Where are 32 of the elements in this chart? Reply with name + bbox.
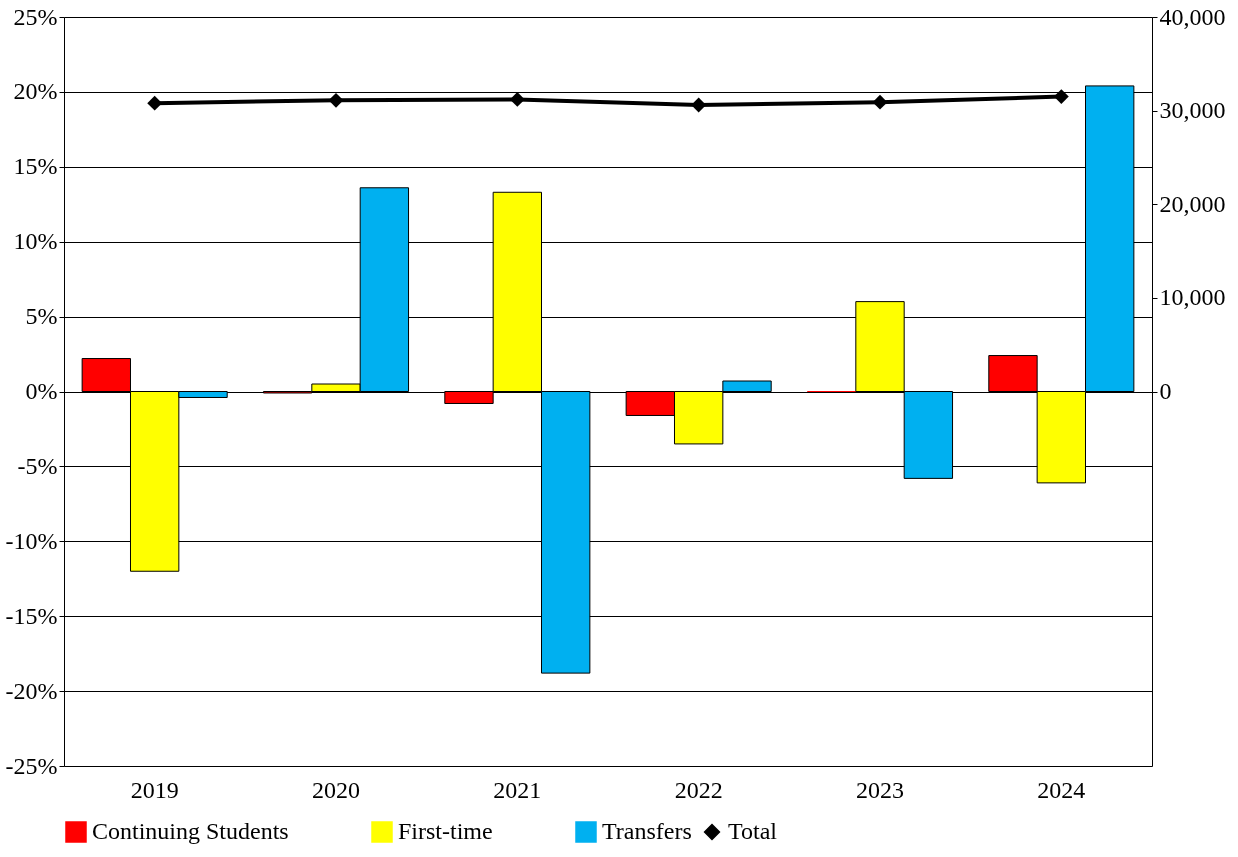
- y-tick-label: -25%: [5, 752, 58, 779]
- point: [872, 94, 888, 110]
- y2-tick-label: 0: [1159, 378, 1172, 404]
- y-tick-label: 25%: [13, 3, 58, 30]
- point: [328, 92, 344, 108]
- x-tick-label: 2024: [1037, 776, 1086, 803]
- y-tick-label: 20%: [13, 78, 58, 105]
- legend-label: Transfers: [602, 818, 692, 844]
- y2-tick-label: 20,000: [1159, 190, 1226, 217]
- y-tick-label: -20%: [5, 677, 58, 704]
- y-tick-label: -10%: [5, 527, 58, 554]
- y-tick-label: 0%: [25, 378, 58, 404]
- y2-tick-label: 40,000: [1159, 3, 1226, 30]
- point: [691, 97, 707, 113]
- x-tick-label: 2021: [493, 776, 542, 803]
- y-tick-label: -15%: [5, 602, 58, 629]
- y-tick-label: 5%: [25, 303, 58, 330]
- y-tick-label: 15%: [13, 153, 58, 180]
- x-tick-label: 2020: [312, 776, 360, 803]
- legend-label: Total: [728, 818, 778, 844]
- y-tick-label: -5%: [17, 452, 58, 479]
- x-tick-label: 2019: [130, 776, 179, 803]
- legend-label: Continuing Students: [92, 818, 289, 844]
- x-tick-label: 2023: [856, 776, 904, 803]
- point: [147, 95, 163, 111]
- y2-tick-label: 10,000: [1159, 284, 1226, 311]
- point: [509, 91, 525, 107]
- legend-label: First-time: [398, 818, 493, 844]
- x-tick-label: 2022: [674, 776, 723, 803]
- point: [1053, 89, 1069, 104]
- y-tick-label: 10%: [13, 228, 58, 255]
- y2-tick-label: 30,000: [1159, 97, 1226, 124]
